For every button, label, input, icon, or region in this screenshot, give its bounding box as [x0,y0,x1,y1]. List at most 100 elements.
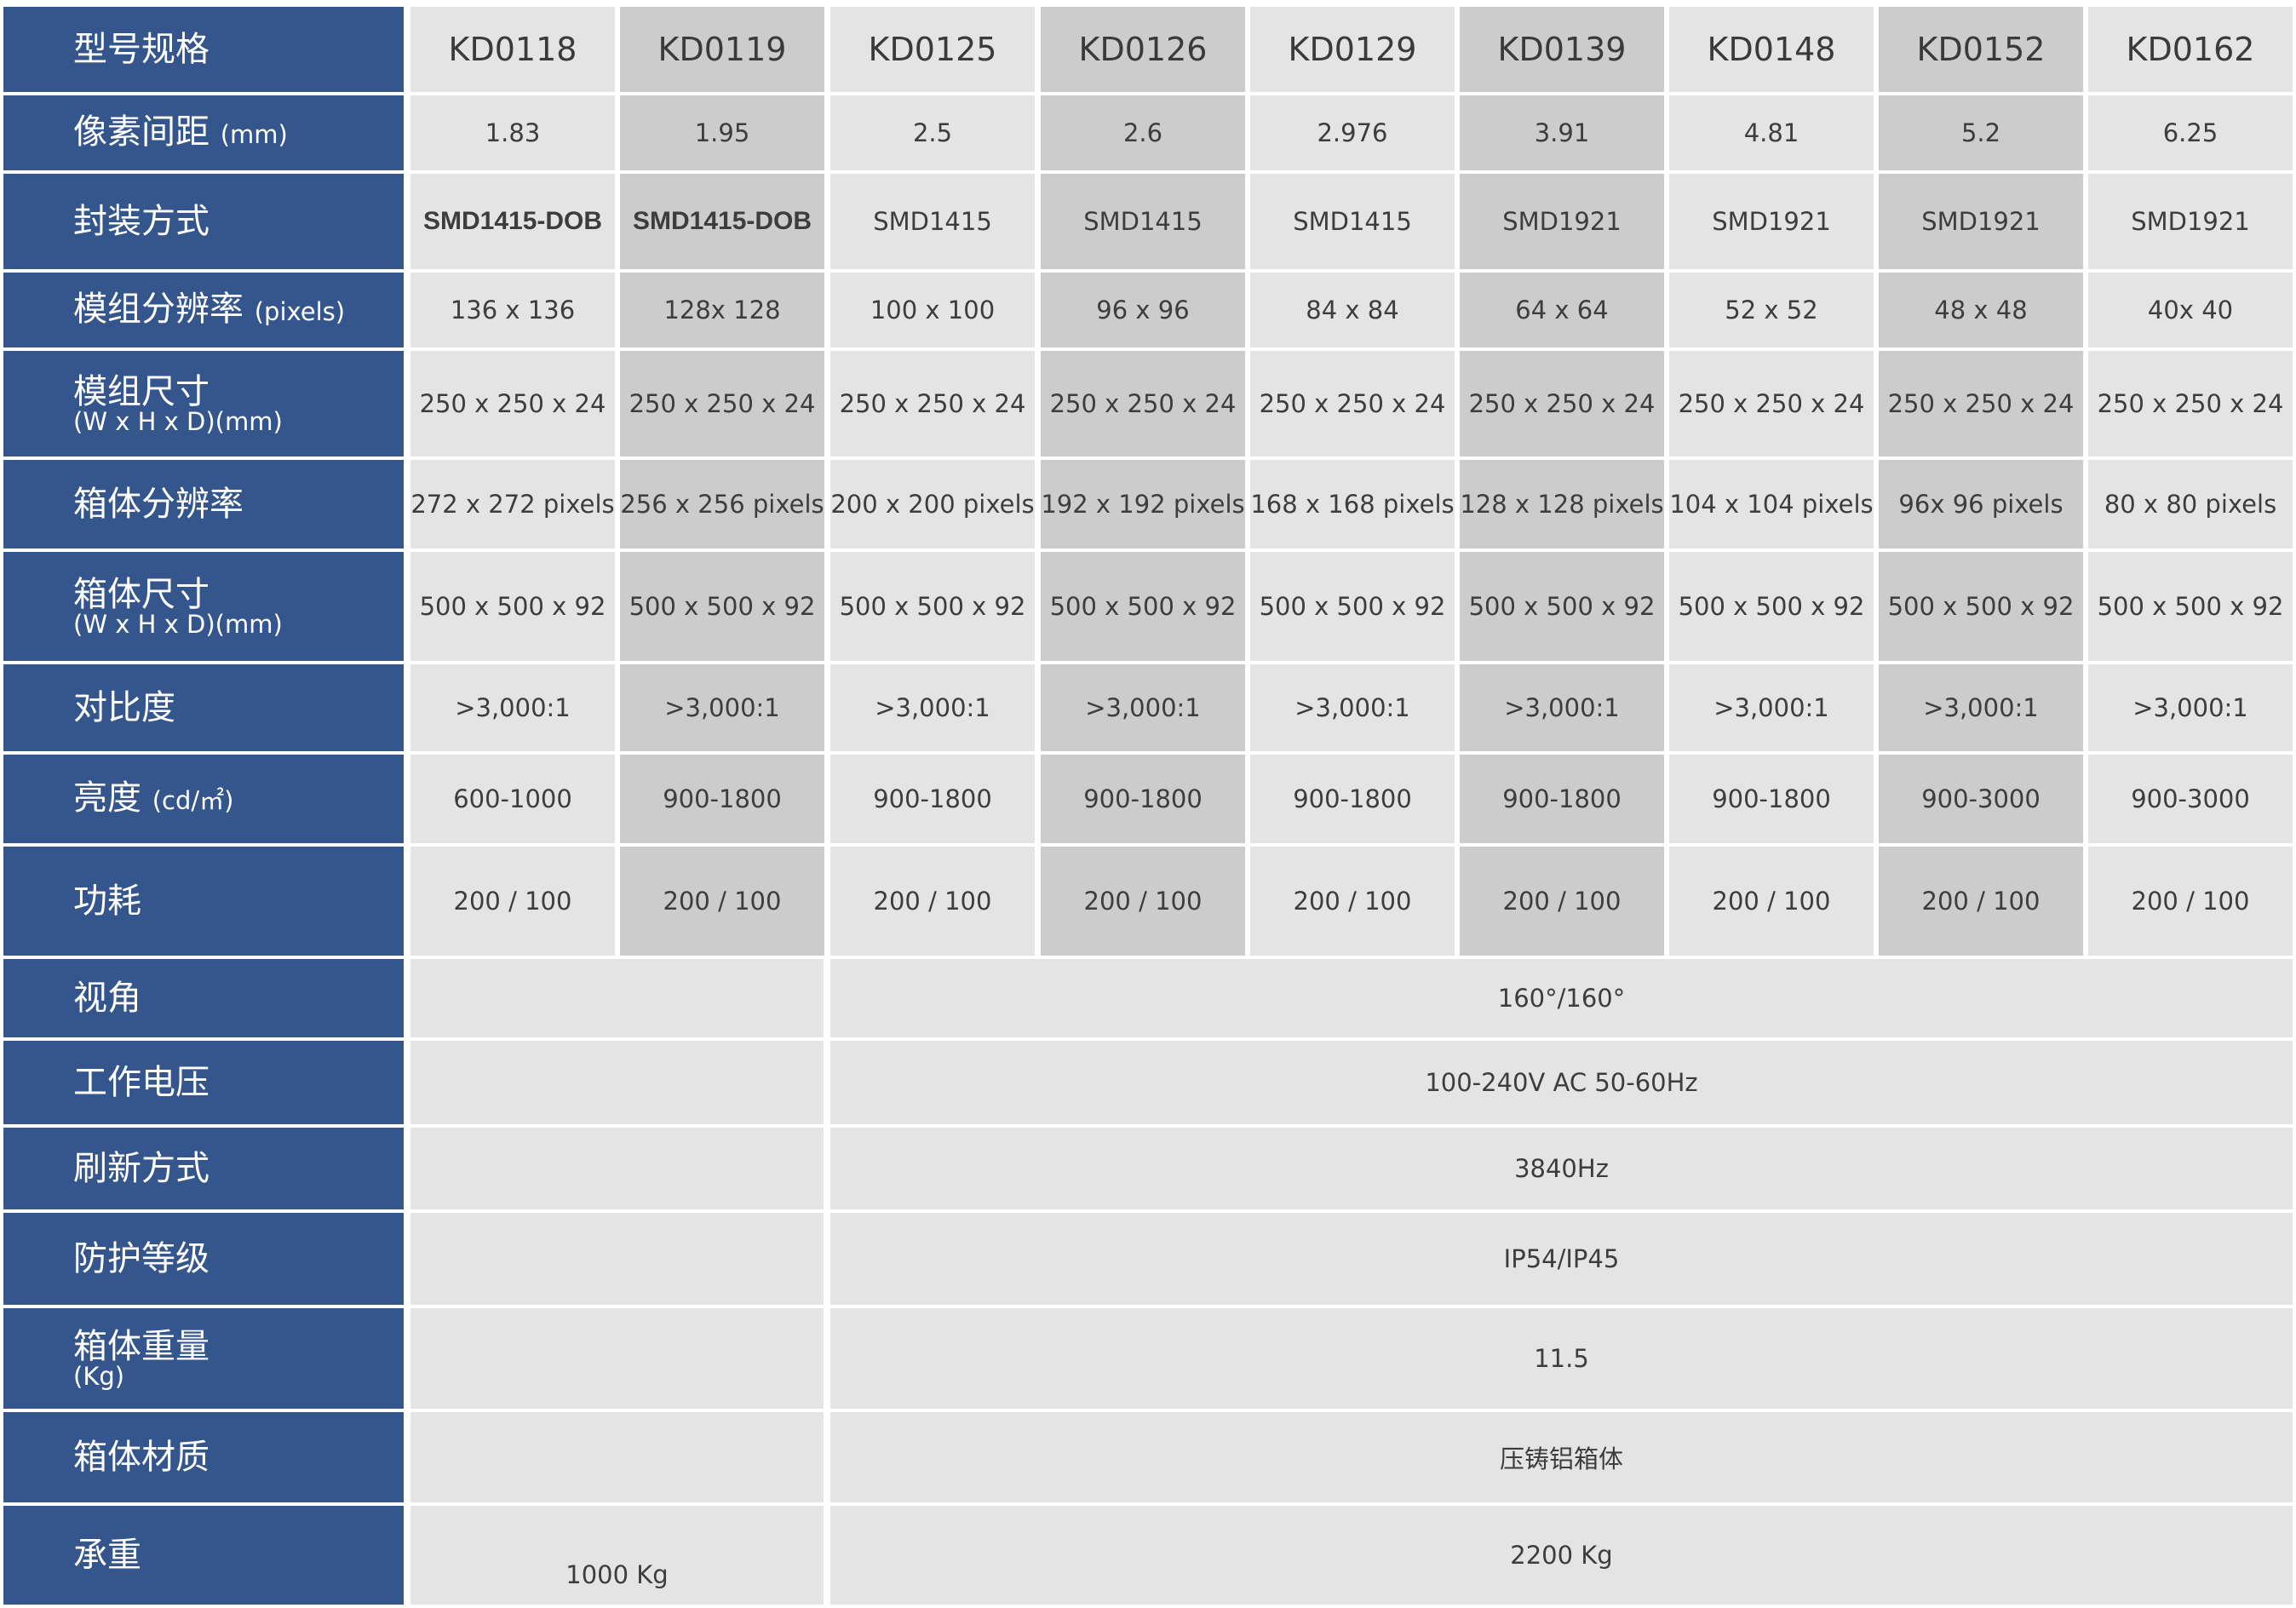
spec-cell: 250 x 250 x 24 [1879,351,2083,457]
spec-row: 功耗 200 / 100 200 / 100 200 / 100 200 / 100 20… [3,847,2293,956]
row-label-name: 箱体尺寸 [73,575,210,614]
shared-spec-row: 承重 1000 Kg 2200 Kg [3,1506,2293,1605]
spec-row: 封装方式 SMD1415-DOB SMD1415-DOB SMD1415 SMD1415… [3,174,2293,269]
spec-cell: 900-1800 [620,755,824,843]
spec-cell: >3,000:1 [1041,664,1245,751]
spec-cell: 250 x 250 x 24 [2088,351,2293,457]
row-label: 功耗 [3,847,404,956]
row-label: 箱体尺寸 (W x H x D)(mm) [3,552,404,661]
row-label-text: 亮度 (cd/㎡) [73,779,404,819]
spec-cell: 6.25 [2088,95,2293,170]
spec-cell: 250 x 250 x 24 [620,351,824,457]
shared-left-cell: 1000 Kg [410,1506,824,1605]
shared-value-cell: 3840Hz [830,1128,2293,1209]
model-header-cell: KD0118 [410,7,615,92]
spec-cell: 256 x 256 pixels [620,460,824,548]
spec-cell: 500 x 500 x 92 [2088,552,2293,661]
spec-cell: 5.2 [1879,95,2083,170]
row-label-unit: (cd/㎡) [152,785,234,815]
shared-value-cell: 压铸铝箱体 [830,1412,2293,1502]
spec-cell: >3,000:1 [1250,664,1455,751]
row-label-text: 箱体材质 [73,1439,404,1476]
spec-cell: 128 x 128 pixels [1460,460,1664,548]
row-label: 箱体重量 (Kg) [3,1308,404,1409]
row-label-name: 封装方式 [73,202,210,241]
row-label: 型号规格 [3,7,404,92]
spec-cell: 96 x 96 [1041,273,1245,347]
spec-cell: SMD1415 [1041,174,1245,269]
spec-cell: 104 x 104 pixels [1669,460,1874,548]
spec-cell: 500 x 500 x 92 [830,552,1035,661]
row-label-name: 承重 [73,1536,141,1575]
spec-cell: SMD1415 [830,174,1035,269]
shared-spec-row: 工作电压 100-240V AC 50-60Hz [3,1041,2293,1124]
spec-cell: 900-3000 [1879,755,2083,843]
spec-cell: 2.6 [1041,95,1245,170]
spec-cell: 136 x 136 [410,273,615,347]
shared-left-cell [410,1412,824,1502]
spec-cell: 200 / 100 [1669,847,1874,956]
spec-cell: SMD1921 [1460,174,1664,269]
spec-cell: 200 / 100 [1460,847,1664,956]
spec-cell: 250 x 250 x 24 [1460,351,1664,457]
spec-cell: 250 x 250 x 24 [1669,351,1874,457]
row-label: 承重 [3,1506,404,1605]
spec-cell: 500 x 500 x 92 [620,552,824,661]
spec-cell: 3.91 [1460,95,1664,170]
spec-cell: 200 / 100 [1250,847,1455,956]
shared-value-cell: 100-240V AC 50-60Hz [830,1041,2293,1124]
row-label-name: 功耗 [73,882,141,921]
row-label: 模组尺寸 (W x H x D)(mm) [3,351,404,457]
shared-left-cell [410,1128,824,1209]
shared-left-cell [410,1041,824,1124]
row-label-name: 防护等级 [73,1239,210,1278]
spec-cell: 900-1800 [830,755,1035,843]
spec-cell: 200 / 100 [1041,847,1245,956]
spec-cell: >3,000:1 [620,664,824,751]
row-label-name: 模组尺寸 [73,372,210,411]
row-label-text: 箱体重量 [73,1328,404,1365]
spec-cell: 250 x 250 x 24 [830,351,1035,457]
row-label: 视角 [3,959,404,1037]
spec-cell: 84 x 84 [1250,273,1455,347]
row-label-name: 箱体分辨率 [73,485,244,524]
row-label-name: 亮度 [73,778,141,818]
spec-cell: 500 x 500 x 92 [1250,552,1455,661]
shared-left-cell [410,1213,824,1305]
spec-row: 对比度 >3,000:1 >3,000:1 >3,000:1 >3,000:1 >3,00… [3,664,2293,751]
spec-cell: 52 x 52 [1669,273,1874,347]
spec-cell: 96x 96 pixels [1879,460,2083,548]
shared-left-cell [410,1308,824,1409]
spec-cell: 500 x 500 x 92 [410,552,615,661]
spec-row: 箱体分辨率 272 x 272 pixels 256 x 256 pixels 200… [3,460,2293,548]
spec-cell: 500 x 500 x 92 [1879,552,2083,661]
spec-cell: 200 / 100 [2088,847,2293,956]
spec-cell: >3,000:1 [1669,664,1874,751]
model-header-cell: KD0139 [1460,7,1664,92]
model-header-cell: KD0125 [830,7,1035,92]
spec-cell: SMD1921 [1879,174,2083,269]
row-label: 工作电压 [3,1041,404,1124]
row-label-text: 承重 [73,1536,404,1574]
model-header-cell: KD0129 [1250,7,1455,92]
row-label: 刷新方式 [3,1128,404,1209]
model-header-cell: KD0119 [620,7,824,92]
spec-cell: >3,000:1 [2088,664,2293,751]
row-label-text: 功耗 [73,882,404,920]
spec-cell: 1.83 [410,95,615,170]
spec-cell: SMD1921 [1669,174,1874,269]
spec-cell: 40x 40 [2088,273,2293,347]
spec-cell: >3,000:1 [1460,664,1664,751]
spec-row: 像素间距 (mm) 1.83 1.95 2.5 2.6 2.976 3.91 4.81 5.2 6… [3,95,2293,170]
spec-table: 型号规格 KD0118 KD0119 KD0125 KD0126 KD0129 KD0139… [3,7,2293,1605]
spec-cell: 250 x 250 x 24 [1041,351,1245,457]
spec-cell: 200 x 200 pixels [830,460,1035,548]
spec-cell: 128x 128 [620,273,824,347]
spec-cell: 100 x 100 [830,273,1035,347]
spec-cell: >3,000:1 [1879,664,2083,751]
spec-cell: 192 x 192 pixels [1041,460,1245,548]
spec-cell: 600-1000 [410,755,615,843]
row-label: 亮度 (cd/㎡) [3,755,404,843]
shared-value-cell: 11.5 [830,1308,2293,1409]
spec-row: 箱体尺寸 (W x H x D)(mm) 500 x 500 x 92 500 x 5… [3,552,2293,661]
